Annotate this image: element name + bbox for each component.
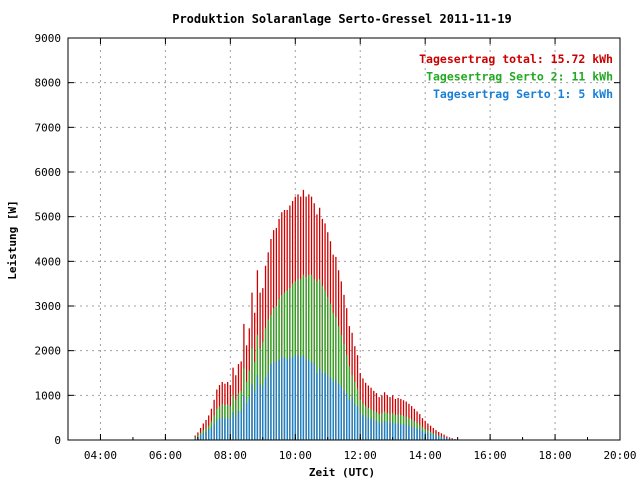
legend-entry: Tagesertrag Serto 1: 5 kWh — [433, 87, 613, 101]
y-tick-label: 6000 — [35, 166, 62, 179]
chart-title: Produktion Solaranlage Serto-Gressel 201… — [172, 12, 512, 26]
y-tick-label: 4000 — [35, 255, 62, 268]
x-tick-label: 08:00 — [214, 449, 247, 462]
x-tick-label: 14:00 — [409, 449, 442, 462]
y-tick-label: 8000 — [35, 77, 62, 90]
x-tick-label: 20:00 — [603, 449, 636, 462]
x-tick-label: 10:00 — [279, 449, 312, 462]
y-tick-label: 0 — [54, 434, 61, 447]
x-axis-label: Zeit (UTC) — [309, 466, 375, 479]
y-tick-label: 2000 — [35, 345, 62, 358]
plot-frame — [67, 37, 621, 441]
x-tick-label: 16:00 — [474, 449, 507, 462]
y-tick-label: 9000 — [35, 32, 62, 45]
x-tick-label: 04:00 — [84, 449, 117, 462]
legend-entry: Tagesertrag Serto 2: 11 kWh — [426, 70, 613, 84]
y-tick-label: 3000 — [35, 300, 62, 313]
y-tick-label: 1000 — [35, 389, 62, 402]
y-tick-labels: 0 1000 2000 3000 4000 5000 6000 7000 8000 9000 — [35, 32, 62, 447]
axis-ticks — [67, 37, 621, 441]
x-tick-label: 06:00 — [149, 449, 182, 462]
chart-legend: Tagesertrag total: 15.72 kWh Tagesertrag … — [419, 52, 613, 101]
y-tick-label: 7000 — [35, 121, 62, 134]
legend-entry: Tagesertrag total: 15.72 kWh — [419, 52, 613, 66]
x-tick-label: 12:00 — [344, 449, 377, 462]
x-tick-label: 18:00 — [538, 449, 571, 462]
bar-series-group — [194, 189, 459, 440]
y-tick-label: 5000 — [35, 211, 62, 224]
y-axis-label: Leistung [W] — [6, 200, 19, 279]
x-tick-labels: 04:00 06:00 08:00 10:00 12:00 14:00 16:00 18:00… — [84, 449, 637, 462]
